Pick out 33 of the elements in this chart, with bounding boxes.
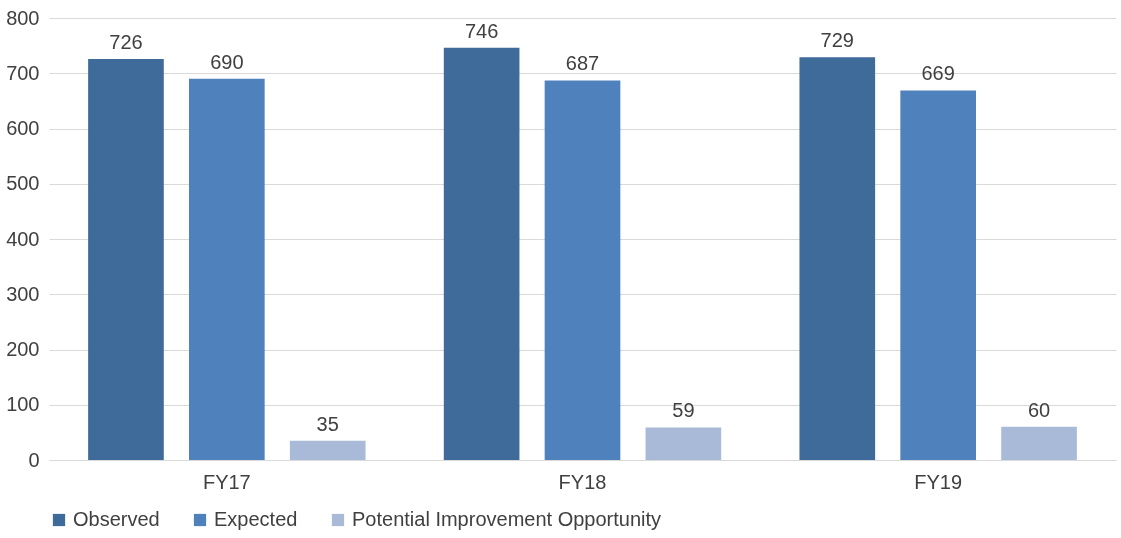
x-tick-label: FY19	[914, 470, 963, 493]
y-tick-label: 700	[6, 61, 40, 84]
bar	[289, 440, 366, 460]
y-tick-label: 100	[6, 393, 40, 416]
bar	[88, 58, 164, 460]
bar	[1001, 426, 1077, 460]
bar	[544, 80, 621, 460]
y-tick-label: 800	[6, 6, 40, 29]
y-tick-label: 400	[6, 227, 40, 250]
data-label: 726	[109, 30, 143, 53]
bar	[645, 427, 722, 460]
bar	[189, 78, 265, 460]
legend-label: Observed	[73, 508, 160, 530]
data-label: 687	[565, 52, 600, 75]
data-label: 60	[1027, 398, 1051, 421]
y-tick-label: 300	[6, 282, 40, 305]
data-label: 669	[921, 62, 955, 85]
y-tick-label: 200	[6, 338, 40, 360]
y-tick-label: 0	[28, 448, 40, 471]
bar	[799, 57, 876, 460]
legend-label: Potential Improvement Opportunity	[352, 508, 662, 530]
data-label: 690	[210, 50, 244, 73]
y-tick-label: 600	[6, 117, 40, 139]
x-tick-label: FY17	[202, 470, 251, 493]
data-label: 59	[672, 399, 695, 422]
data-label: 729	[820, 29, 854, 52]
y-tick-label: 500	[6, 172, 40, 195]
bar	[900, 90, 976, 460]
bar	[443, 47, 520, 460]
x-tick-label: FY18	[558, 470, 607, 493]
data-label: 35	[316, 412, 339, 435]
data-label: 746	[464, 19, 499, 42]
legend-label: Expected	[214, 508, 298, 530]
